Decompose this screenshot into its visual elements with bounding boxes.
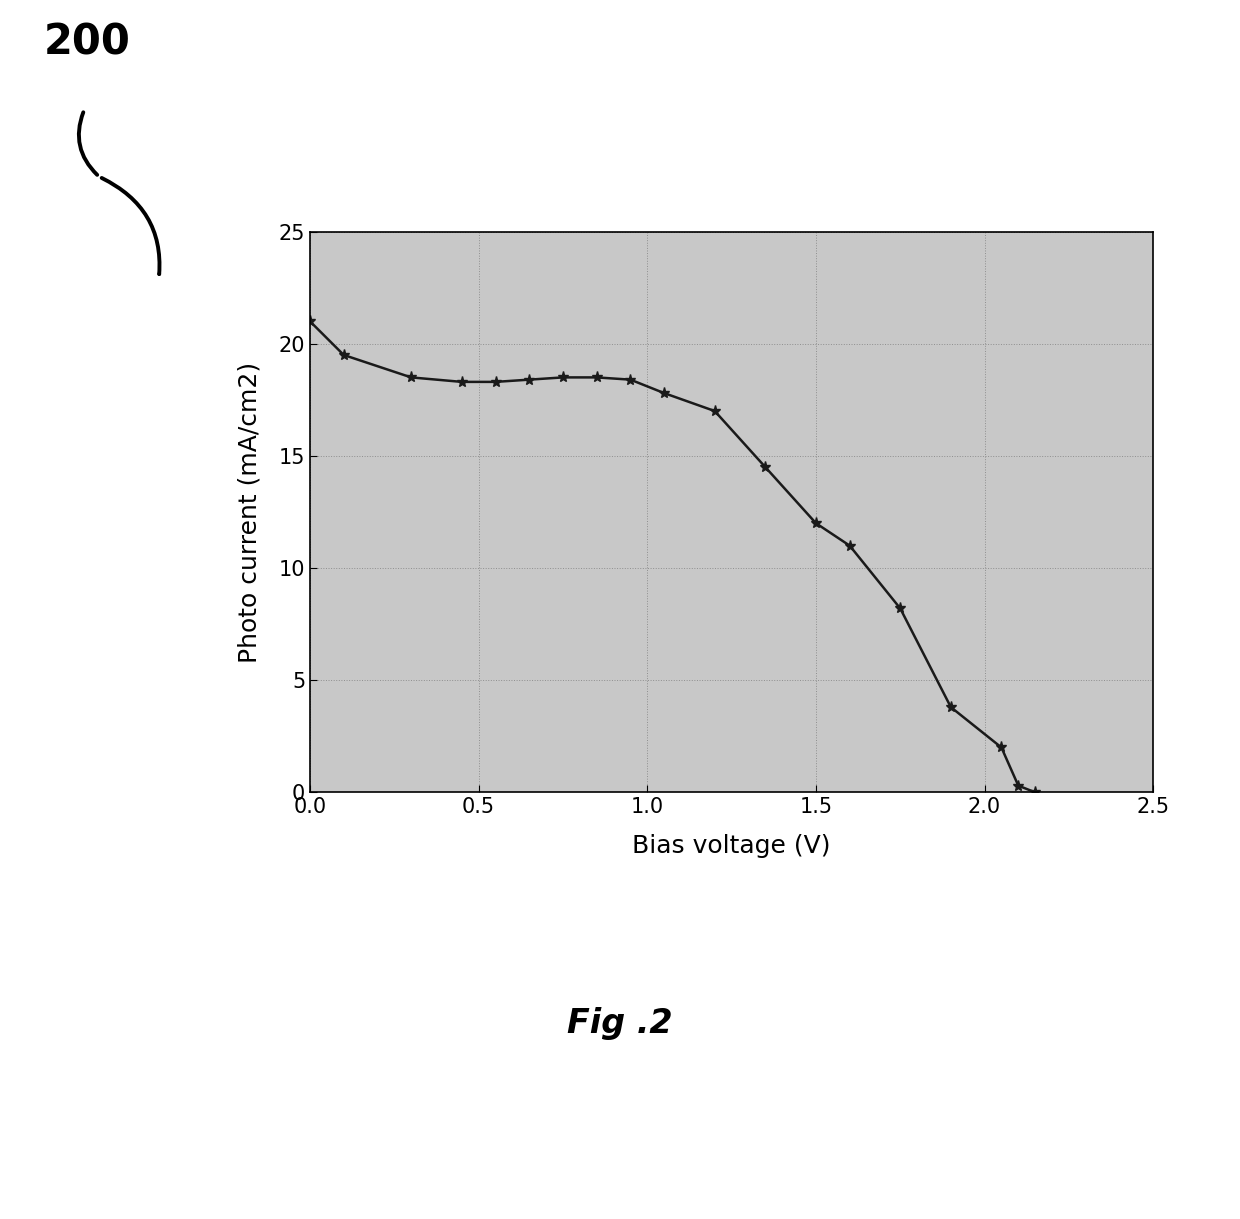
X-axis label: Bias voltage (V): Bias voltage (V) <box>632 834 831 858</box>
Y-axis label: Photo current (mA/cm2): Photo current (mA/cm2) <box>238 361 262 663</box>
Text: 200: 200 <box>43 22 130 63</box>
Text: Fig .2: Fig .2 <box>567 1007 673 1041</box>
